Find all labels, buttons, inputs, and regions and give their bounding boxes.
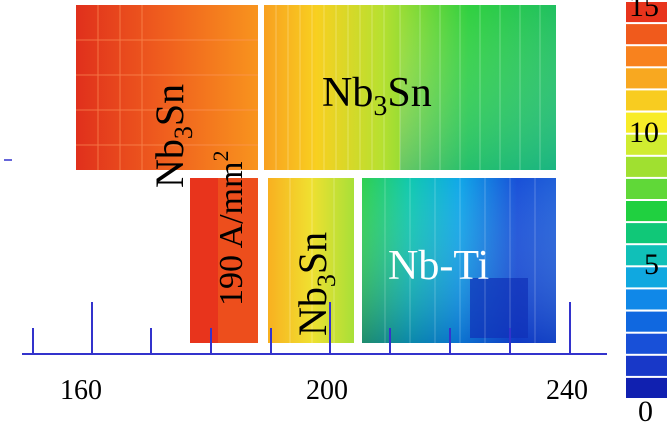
colorbar-tick-10: 10 [629,116,659,149]
colorbar-swatch [626,90,667,111]
colorbar [626,2,667,398]
block-upper-left [76,5,258,170]
colorbar-swatch [626,46,667,67]
colorbar-swatch [626,267,667,288]
label-upper-right-nb3sn: Nb3Sn [322,70,432,122]
x-tick-label-240: 240 [546,375,588,406]
block-lower-middle [268,178,354,343]
colorbar-swatch [626,178,667,199]
label-upper-left-nb3sn: Nb3Sn [147,84,198,188]
colorbar-swatch [626,245,667,266]
colorbar-swatch [626,112,667,133]
colorbar-swatch [626,333,667,354]
label-lower-middle-nb3sn: Nb3Sn [290,232,341,336]
colorbar-swatch [626,223,667,244]
colorbar-swatch [626,134,667,155]
colorbar-swatch [626,68,667,89]
block-lower-left [190,178,258,343]
x-tick-label-200: 200 [306,375,348,406]
colorbar-swatch [626,201,667,222]
colorbar-swatch [626,377,667,398]
colorbar-swatch [626,2,667,23]
colorbar-swatch [626,24,667,45]
block-upper-right [264,5,556,170]
colorbar-swatch [626,311,667,332]
colorbar-tick-5: 5 [644,248,659,281]
colorbar-swatch [626,289,667,310]
block-nbti [362,178,556,343]
colorbar-swatch [626,355,667,376]
x-tick-label-160: 160 [60,375,102,406]
x-axis [22,302,607,355]
label-nbti: Nb-Ti [388,243,489,289]
colorbar-tick-0: 0 [638,395,653,428]
colorbar-tick-15: 15 [629,0,659,23]
colorbar-swatch [626,156,667,177]
label-current-density: 190 A/mm2 [208,150,250,306]
